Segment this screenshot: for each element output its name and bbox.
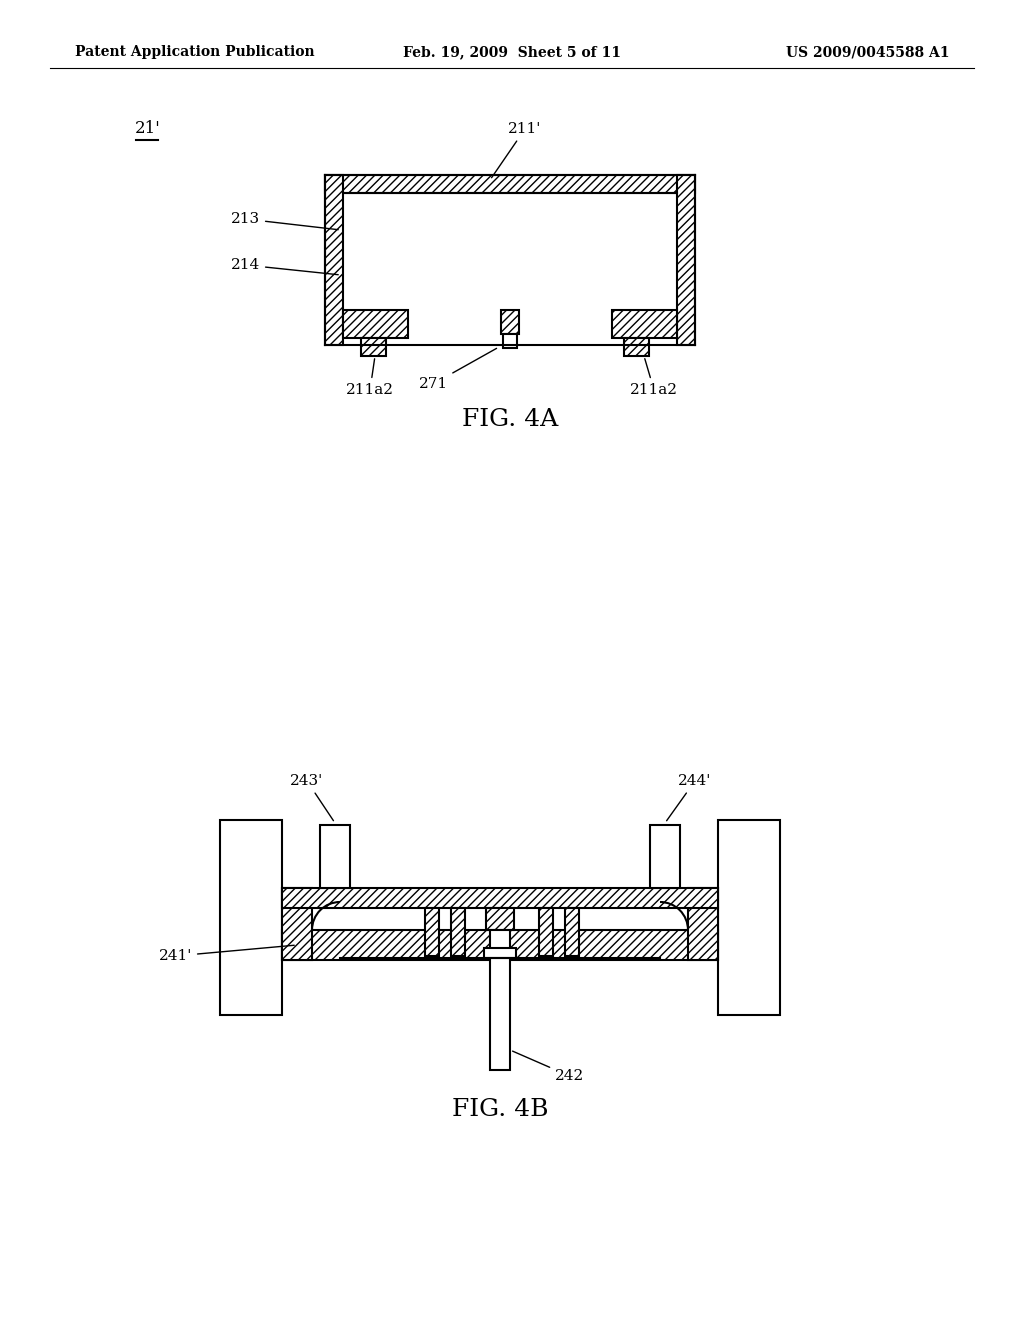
Bar [451,908,465,956]
Bar [425,908,439,956]
Bar [451,908,465,956]
Text: 241': 241' [159,945,294,964]
Bar [503,334,517,348]
Text: Feb. 19, 2009  Sheet 5 of 11: Feb. 19, 2009 Sheet 5 of 11 [403,45,621,59]
Bar [325,176,695,193]
Bar [425,908,439,956]
Text: 271: 271 [419,348,497,391]
Bar [325,176,343,345]
Bar [490,931,510,1071]
Bar [718,820,780,1015]
Bar [612,310,677,338]
Bar [361,338,386,356]
Bar [650,825,680,888]
Bar [486,908,514,931]
Bar [565,908,579,956]
Text: 211a2: 211a2 [346,359,394,397]
Bar [220,820,282,1015]
Bar [565,908,579,956]
Bar [325,176,343,345]
Text: 213: 213 [230,213,338,230]
Bar [677,176,695,345]
Bar [688,888,718,960]
Bar [484,948,516,958]
Text: FIG. 4A: FIG. 4A [462,408,558,432]
Bar [282,931,718,960]
Bar [319,825,350,888]
Bar [486,908,514,931]
Bar [343,310,408,338]
Bar [688,888,718,960]
Text: 211': 211' [492,121,542,178]
Bar [343,310,408,338]
Bar [539,908,553,956]
Bar [282,888,312,960]
Bar [501,310,519,334]
Bar [677,176,695,345]
Text: 243': 243' [291,774,334,821]
Text: 211a2: 211a2 [630,359,678,397]
Text: 214: 214 [230,257,338,275]
Bar [282,888,718,908]
Bar [282,931,718,960]
Bar [624,338,649,356]
Text: 242: 242 [513,1051,585,1082]
Text: 21': 21' [135,120,161,137]
Bar [612,310,677,338]
Bar [282,888,718,908]
Text: US 2009/0045588 A1: US 2009/0045588 A1 [786,45,950,59]
Bar [624,338,649,356]
Text: FIG. 4B: FIG. 4B [452,1098,548,1122]
Bar [361,338,386,356]
Bar [325,176,695,193]
Text: Patent Application Publication: Patent Application Publication [75,45,314,59]
Bar [539,908,553,956]
Bar [282,888,312,960]
Bar [501,310,519,334]
Text: 244': 244' [667,774,712,821]
